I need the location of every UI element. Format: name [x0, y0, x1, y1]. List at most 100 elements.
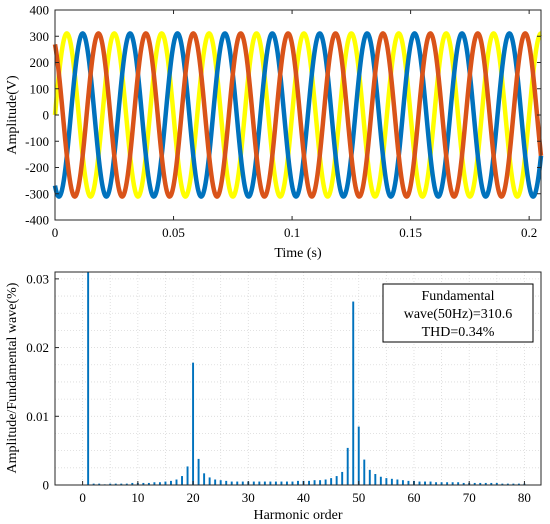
harmonic-bar-17	[175, 479, 178, 485]
harmonic-bar-2	[92, 483, 95, 485]
harmonic-bar-16	[170, 480, 172, 485]
spectrum-x-ticks: 0 10 20 30 40 50 60 70 80	[79, 481, 531, 505]
harmonic-bar-76	[501, 483, 504, 485]
info-box-line-2: wave(50Hz)=310.6	[404, 307, 513, 322]
harmonic-bar-57	[396, 479, 399, 485]
harmonic-bar-75	[495, 482, 498, 485]
harmonic-bar-73	[484, 482, 487, 485]
harmonic-bar-46	[335, 476, 338, 485]
spectrum-y-ticks: 0 0.01 0.02 0.03	[26, 271, 59, 493]
harmonic-bar-63	[429, 481, 432, 485]
harmonic-bar-68	[457, 482, 460, 485]
waveform-y-ticks: -400 -300 -200 -100 0 100 200 300 400	[25, 3, 541, 228]
harmonic-bar-41	[308, 480, 311, 485]
harmonic-bar-5	[109, 483, 112, 485]
harmonic-bar-20	[192, 362, 195, 485]
harmonic-bar-28	[236, 481, 239, 485]
harmonic-bar-7	[120, 483, 123, 485]
harmonic-bar-37	[285, 481, 288, 485]
harmonic-bar-32	[258, 481, 261, 485]
harmonic-bar-43	[319, 480, 322, 485]
harmonic-bar-48	[346, 447, 349, 485]
harmonic-bar-45	[330, 478, 333, 485]
harmonic-bar-56	[390, 478, 393, 485]
harmonic-bar-11	[142, 482, 145, 485]
harmonic-bar-72	[479, 482, 482, 485]
spectrum-x-tick-label: 30	[242, 490, 255, 505]
spectrum-x-tick-label: 40	[297, 490, 310, 505]
spectrum-y-axis-label: Amplitude/Fundamental wave(%)	[5, 282, 20, 473]
harmonic-bar-3	[98, 483, 101, 485]
harmonic-bar-74	[490, 482, 493, 485]
spectrum-x-tick-label: 60	[407, 490, 420, 505]
harmonic-bar-42	[313, 480, 316, 485]
waveform-y-tick-label: 100	[30, 81, 50, 96]
harmonic-bar-54	[379, 476, 382, 485]
waveform-x-axis-label: Time (s)	[274, 246, 322, 261]
spectrum-y-tick-label: 0	[43, 478, 50, 493]
harmonic-bar-69	[462, 482, 465, 485]
phase-waveform-line-1	[52, 31, 543, 199]
waveform-y-tick-label: -400	[25, 213, 49, 228]
spectrum-bars-group	[87, 272, 526, 485]
harmonic-bar-12	[147, 482, 150, 485]
waveform-y-axis-label: Amplitude(V)	[5, 75, 20, 155]
harmonic-bar-77	[506, 483, 509, 485]
harmonic-bar-79	[517, 483, 520, 485]
harmonic-bar-62	[424, 481, 426, 485]
harmonic-bar-13	[153, 482, 156, 485]
harmonic-bar-8	[125, 483, 128, 485]
harmonic-bar-39	[297, 480, 299, 485]
harmonic-bar-35	[274, 481, 277, 485]
harmonic-bar-31	[252, 481, 255, 485]
waveform-y-tick-label: 400	[30, 3, 50, 18]
harmonic-bar-15	[164, 481, 167, 485]
harmonic-bar-9	[131, 482, 134, 485]
harmonic-bar-53	[374, 474, 377, 485]
spectrum-x-tick-label: 10	[131, 490, 144, 505]
waveform-y-tick-label: 0	[43, 108, 50, 123]
spectrum-x-tick-label: 0	[79, 490, 86, 505]
waveform-y-tick-label: 200	[30, 55, 50, 70]
spectrum-x-tick-label: 80	[518, 490, 531, 505]
harmonic-bar-22	[203, 473, 206, 485]
harmonic-bar-58	[401, 480, 404, 485]
harmonic-bar-52	[368, 469, 371, 485]
info-box-line-3: THD=0.34%	[422, 325, 495, 340]
harmonic-bar-47	[341, 471, 344, 485]
fundamental-info-box: Fundamental wave(50Hz)=310.6 THD=0.34%	[382, 283, 534, 343]
harmonic-bar-26	[225, 480, 228, 485]
waveform-x-tick-label: 0.2	[521, 225, 537, 240]
harmonic-bar-23	[208, 477, 211, 485]
harmonic-bar-64	[435, 482, 438, 485]
waveform-chart: 0 0.05 0.1 0.15 0.2 -400 -300 -200 -100 0 100 200 3…	[5, 3, 544, 261]
harmonic-bar-78	[512, 483, 515, 485]
harmonic-bar-51	[363, 459, 366, 485]
harmonic-bar-49	[352, 301, 355, 485]
harmonic-bar-33	[263, 481, 266, 485]
waveform-series-group	[52, 31, 544, 199]
harmonic-bar-67	[451, 482, 454, 485]
harmonic-bar-6	[114, 483, 117, 485]
waveform-x-tick-label: 0.05	[162, 225, 185, 240]
waveform-x-tick-label: 0.15	[399, 225, 422, 240]
harmonic-bar-55	[385, 478, 388, 485]
harmonic-bar-29	[241, 481, 244, 485]
waveform-y-tick-label: -300	[25, 186, 49, 201]
harmonic-bar-44	[324, 479, 327, 485]
waveform-y-tick-label: -200	[25, 160, 49, 175]
phase-waveform-line-2	[52, 31, 544, 199]
harmonic-bar-50	[357, 426, 360, 485]
spectrum-x-tick-label: 70	[463, 490, 476, 505]
spectrum-plot-frame	[54, 271, 542, 486]
harmonic-bar-18	[181, 476, 183, 485]
harmonic-bar-24	[214, 479, 217, 485]
harmonic-bar-66	[446, 482, 449, 485]
harmonic-bar-19	[186, 466, 189, 485]
spectrum-x-tick-label: 50	[352, 490, 365, 505]
info-box-frame	[382, 283, 534, 343]
harmonic-bar-14	[158, 482, 161, 485]
harmonic-bar-65	[440, 482, 443, 485]
waveform-y-tick-label: 300	[30, 29, 50, 44]
